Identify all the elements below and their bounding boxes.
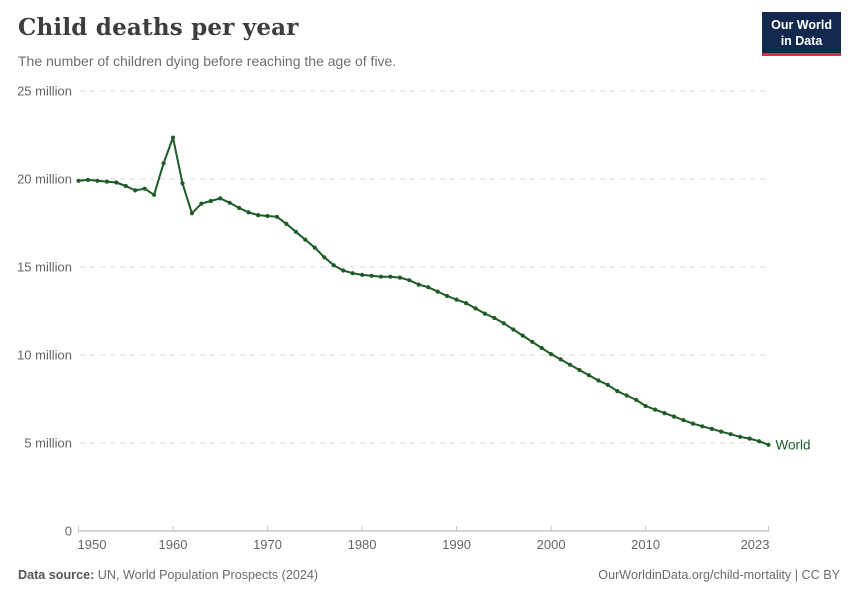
y-tick-label: 20 million <box>17 172 72 187</box>
y-tick-label: 15 million <box>17 260 72 275</box>
y-gridlines <box>80 90 769 444</box>
y-axis-labels: 25 million 20 million 15 million 10 million… <box>17 84 72 539</box>
chart-title: Child deaths per year <box>18 14 299 41</box>
x-tick-label: 1960 <box>159 537 188 552</box>
x-tick-label: 2000 <box>537 537 566 552</box>
series-end-label: World <box>776 437 811 452</box>
chart-subtitle: The number of children dying before reac… <box>18 53 397 69</box>
data-source-label: Data source: <box>18 568 95 582</box>
credit-link[interactable]: OurWorldinData.org/child-mortality | CC … <box>598 568 840 582</box>
owid-logo-line2: in Data <box>780 34 823 48</box>
y-tick-label: 25 million <box>17 84 72 99</box>
owid-logo[interactable]: Our World in Data <box>762 12 841 56</box>
x-axis-labels: 1950 1960 1970 1980 1990 2000 2010 2023 <box>78 537 770 552</box>
y-tick-label: 5 million <box>24 436 72 451</box>
x-tick-label: 1950 <box>78 537 107 552</box>
owid-logo-line1: Our World <box>771 18 832 32</box>
data-source-note: Data source: UN, World Population Prospe… <box>18 568 318 582</box>
data-source-value: UN, World Population Prospects (2024) <box>94 568 319 582</box>
world-series-points <box>76 135 771 447</box>
x-tick-label: 1980 <box>348 537 377 552</box>
x-tick-label: 2010 <box>631 537 660 552</box>
x-tick-marks <box>78 526 769 531</box>
y-tick-label: 0 <box>65 524 72 539</box>
y-tick-label: 10 million <box>17 348 72 363</box>
x-tick-label: 1970 <box>253 537 282 552</box>
x-tick-label: 2023 <box>741 537 770 552</box>
x-tick-label: 1990 <box>442 537 471 552</box>
